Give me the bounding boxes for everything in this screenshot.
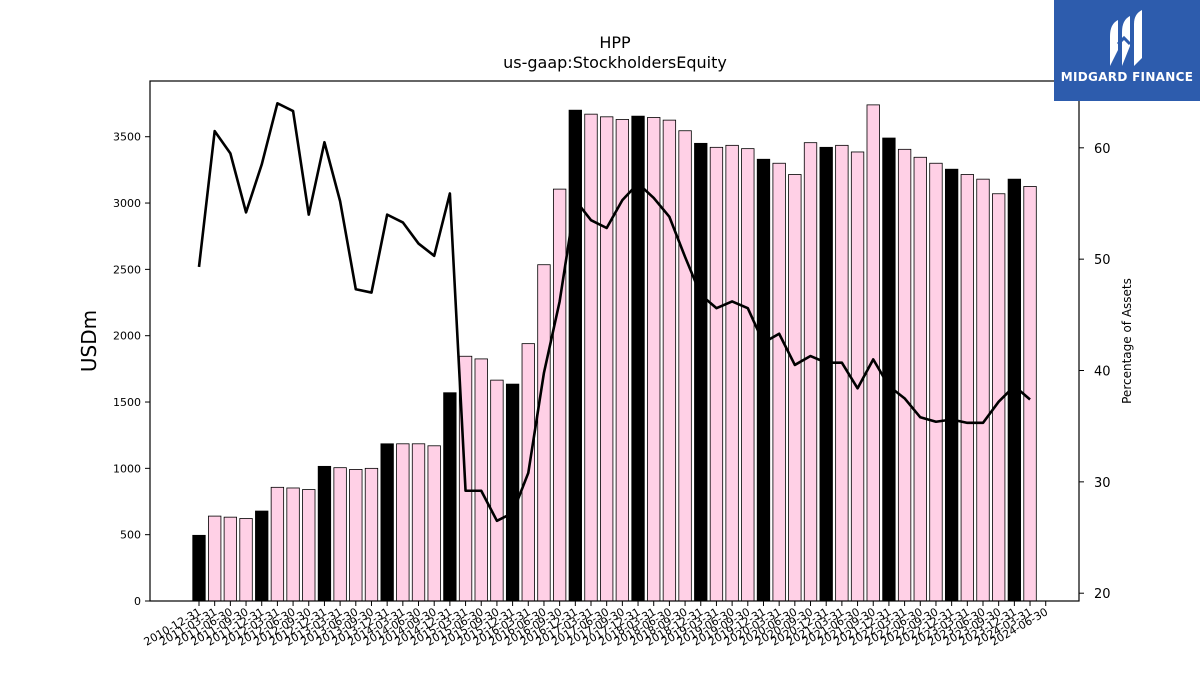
- y-tick-label: 2000: [113, 330, 141, 343]
- left-axis: 0 500 1000 1500 2000 2500 3000 3500: [113, 131, 150, 608]
- bar: [694, 142, 708, 602]
- bar: [882, 137, 896, 602]
- bar: [929, 162, 943, 602]
- bar-series: [192, 104, 1037, 602]
- bar: [835, 144, 849, 602]
- y-tick-label: 1500: [113, 396, 141, 409]
- bar: [897, 148, 912, 602]
- y-tick-label: 3000: [113, 197, 141, 210]
- bar: [662, 119, 677, 602]
- logo-text: MIDGARD FINANCE: [1060, 70, 1194, 84]
- y-tick-label: 500: [120, 529, 141, 542]
- bar: [866, 104, 880, 602]
- chart-title: HPP: [599, 33, 631, 52]
- bar: [584, 113, 598, 602]
- percentage-line: [197, 101, 1031, 523]
- bar: [302, 489, 316, 602]
- y2-tick-label: 30: [1094, 476, 1111, 491]
- bar: [364, 467, 379, 602]
- bar: [317, 465, 332, 602]
- bar: [349, 469, 363, 602]
- bar: [568, 109, 582, 602]
- y2-tick-label: 20: [1094, 587, 1111, 602]
- y-tick-label: 3500: [113, 131, 141, 144]
- bar: [255, 510, 269, 602]
- bar: [239, 518, 253, 602]
- bar: [380, 443, 394, 602]
- y-tick-label: 0: [134, 595, 141, 608]
- y-axis-label: USDm: [77, 310, 101, 372]
- y-tick-label: 2500: [113, 263, 141, 276]
- bar: [647, 117, 661, 602]
- bar: [208, 515, 222, 602]
- midgard-logo-icon: [1110, 10, 1142, 66]
- bar: [976, 178, 990, 602]
- bar: [944, 168, 959, 602]
- bar: [741, 148, 755, 602]
- bar: [333, 467, 347, 602]
- y-tick-label: 1000: [113, 462, 141, 475]
- midgard-finance-logo: MIDGARD FINANCE: [1054, 0, 1200, 101]
- bar: [725, 144, 739, 602]
- bar: [474, 358, 488, 602]
- bar: [443, 392, 457, 602]
- chart-subtitle: us-gaap:StockholdersEquity: [503, 53, 727, 72]
- bar: [270, 486, 285, 602]
- bar: [913, 156, 927, 602]
- bar: [1023, 186, 1037, 602]
- y2-axis-label: Percentage of Assets: [1120, 278, 1134, 404]
- bar: [223, 516, 238, 602]
- bar: [788, 174, 802, 602]
- bar: [803, 142, 818, 602]
- bar: [427, 445, 441, 602]
- right-axis: 20 30 40 50 60: [1079, 142, 1111, 602]
- bar: [709, 146, 724, 602]
- bar: [537, 264, 551, 602]
- bar: [600, 116, 614, 602]
- bar: [490, 379, 504, 602]
- bar: [396, 443, 410, 602]
- bar: [960, 174, 974, 602]
- bar: [678, 130, 692, 602]
- bar: [505, 383, 520, 602]
- bar: [615, 119, 630, 602]
- y2-tick-label: 60: [1094, 142, 1111, 157]
- x-axis: 2010-12-312011-03-312011-06-302011-09-30…: [142, 601, 1050, 649]
- bar: [819, 146, 833, 602]
- y2-tick-label: 50: [1094, 253, 1111, 268]
- bar: [850, 151, 865, 602]
- bar: [552, 188, 567, 602]
- bar: [192, 534, 206, 602]
- bar: [756, 158, 771, 602]
- bar: [772, 162, 786, 602]
- bar: [286, 487, 300, 602]
- line-series: [197, 101, 1031, 523]
- plot-frame: [149, 80, 1080, 602]
- bar: [411, 443, 426, 602]
- y2-tick-label: 40: [1094, 365, 1111, 380]
